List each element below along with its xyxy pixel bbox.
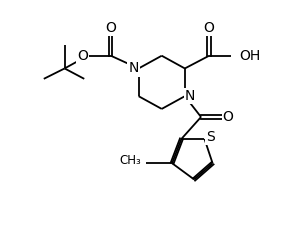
Text: OH: OH [239, 49, 260, 63]
Text: O: O [204, 21, 215, 35]
Text: CH₃: CH₃ [119, 154, 141, 168]
Text: N: N [185, 89, 195, 103]
Text: S: S [206, 130, 215, 144]
Text: O: O [77, 49, 88, 63]
Text: N: N [128, 62, 139, 75]
Text: O: O [223, 110, 234, 124]
Text: O: O [105, 21, 116, 35]
